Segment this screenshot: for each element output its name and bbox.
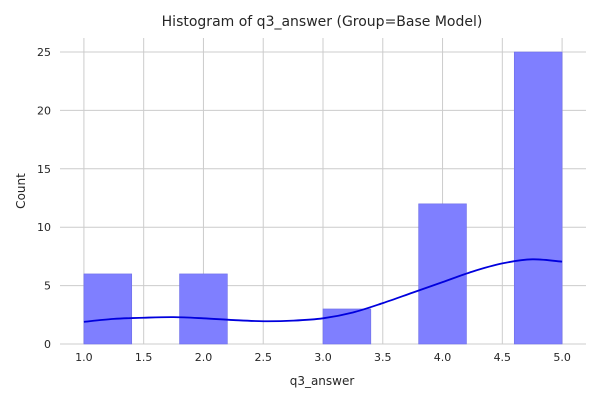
x-tick-label: 4.5 (494, 351, 512, 364)
x-tick-label: 1.0 (75, 351, 93, 364)
y-tick-label: 15 (37, 163, 51, 176)
histogram-bar (179, 273, 228, 345)
bars-layer (83, 51, 563, 345)
x-tick-label: 3.0 (314, 351, 332, 364)
x-tick-label: 2.0 (195, 351, 213, 364)
kde-curve (83, 258, 563, 323)
kde-layer (83, 258, 563, 323)
histogram-bar (513, 51, 563, 345)
histogram-bar (418, 203, 467, 345)
y-tick-label: 10 (37, 221, 51, 234)
histogram-bar (83, 273, 133, 345)
y-tick-label: 5 (44, 280, 51, 293)
y-tick-label: 0 (44, 338, 51, 351)
grid-layer (60, 38, 586, 345)
x-axis-label: q3_answer (290, 374, 355, 388)
chart-title: Histogram of q3_answer (Group=Base Model… (162, 14, 483, 30)
x-tick-label: 1.5 (135, 351, 153, 364)
y-tick-label: 20 (37, 104, 51, 117)
x-tick-label: 5.0 (553, 351, 571, 364)
ticks-layer: 1.0 1.5 2.0 2.5 3.0 3.5 4.0 4.5 5.0 0 5 10 15 20 25 (37, 46, 571, 364)
y-axis-label: Count (14, 173, 28, 209)
x-tick-label: 3.5 (374, 351, 392, 364)
x-tick-label: 4.0 (434, 351, 452, 364)
x-tick-label: 2.5 (254, 351, 272, 364)
y-tick-label: 25 (37, 46, 51, 59)
